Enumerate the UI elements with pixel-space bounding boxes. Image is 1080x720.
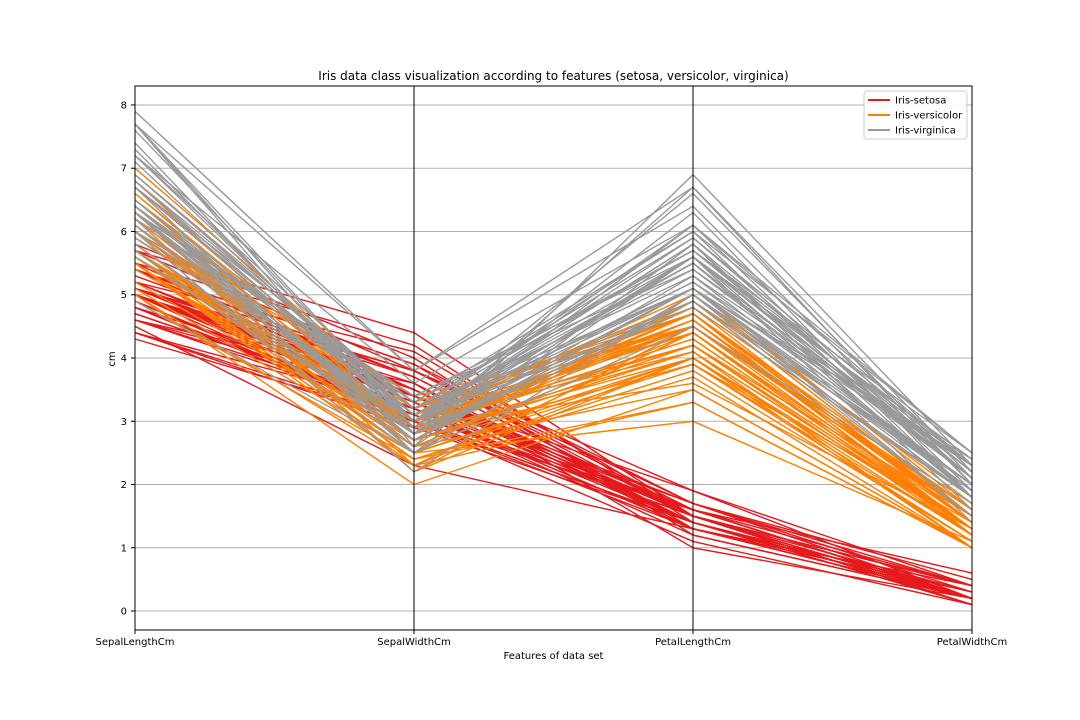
- legend-box: [863, 90, 968, 140]
- data-line: [134, 205, 973, 473]
- x-axis-label: Features of data set: [504, 651, 604, 662]
- legend-label: Iris-setosa: [895, 96, 946, 107]
- data-line: [134, 294, 973, 549]
- data-line: [134, 230, 973, 498]
- data-line: [134, 199, 973, 486]
- data-line: [134, 230, 973, 517]
- data-line: [134, 186, 973, 460]
- data-line: [134, 287, 973, 543]
- data-line: [134, 155, 973, 454]
- y-tick-label: 6: [121, 227, 127, 238]
- y-axis-ticks: 0 1 2 3 4 5 6 7 8: [121, 100, 135, 618]
- x-tick-label: PetalWidthCm: [937, 637, 1007, 648]
- y-tick-label: 0: [121, 607, 127, 618]
- series-iris-virginica: [134, 110, 973, 524]
- x-tick-label: SepalLengthCm: [96, 637, 175, 648]
- data-line: [134, 237, 973, 498]
- legend: Iris-setosa Iris-versicolor Iris-virginica: [863, 90, 968, 140]
- y-tick-label: 8: [121, 100, 127, 111]
- y-axis-label: cm: [107, 351, 118, 366]
- data-line: [134, 218, 973, 467]
- legend-label: Iris-versicolor: [895, 111, 963, 122]
- y-tick-label: 4: [121, 354, 127, 365]
- data-lines: [134, 110, 973, 606]
- y-tick-label: 2: [121, 480, 127, 491]
- y-tick-label: 7: [121, 164, 127, 175]
- x-axis-ticks: SepalLengthCm SepalWidthCm PetalLengthCm Pe…: [96, 630, 1007, 648]
- x-tick-label: PetalLengthCm: [655, 637, 731, 648]
- x-tick-label: SepalWidthCm: [377, 637, 451, 648]
- y-tick-label: 5: [121, 290, 127, 301]
- legend-label: Iris-virginica: [895, 126, 956, 137]
- data-line: [134, 180, 973, 467]
- data-line: [134, 262, 973, 530]
- data-line: [134, 300, 973, 505]
- data-line: [134, 123, 973, 485]
- y-tick-label: 3: [121, 417, 127, 428]
- y-tick-label: 1: [121, 543, 127, 554]
- data-line: [134, 262, 973, 549]
- plot-frame: [134, 85, 973, 631]
- data-line: [134, 123, 973, 473]
- data-line: [134, 186, 973, 454]
- chart-title: Iris data class visualization according …: [318, 69, 788, 83]
